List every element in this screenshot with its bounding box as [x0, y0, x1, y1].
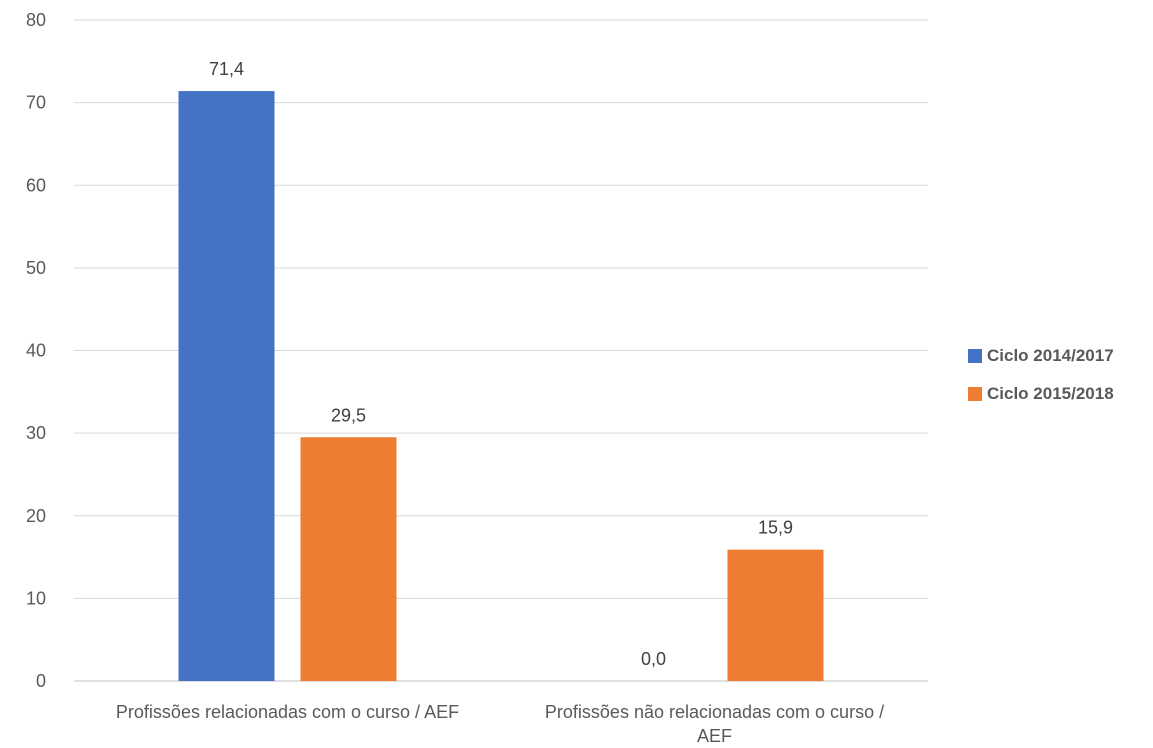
x-category-label: AEF: [697, 726, 732, 746]
legend-item-series-1: Ciclo 2014/2017: [968, 345, 1114, 367]
y-axis: 0 10 20 30 40 50 60 70 80: [26, 10, 46, 691]
bar-series-1-cat-1: [178, 91, 275, 682]
x-category-label: Profissões relacionadas com o curso / AE…: [116, 702, 459, 722]
y-tick-label: 60: [26, 175, 46, 195]
y-tick-label: 70: [26, 93, 46, 113]
y-tick-label: 50: [26, 258, 46, 278]
legend-swatch-series-2: [968, 387, 982, 401]
legend-item-series-2: Ciclo 2015/2018: [968, 383, 1114, 405]
data-label: 71,4: [209, 59, 244, 79]
x-category-label: Profissões não relacionadas com o curso …: [545, 702, 884, 722]
bars: [178, 91, 824, 682]
legend: Ciclo 2014/2017 Ciclo 2015/2018: [968, 345, 1114, 421]
y-tick-label: 30: [26, 423, 46, 443]
legend-label-series-2: Ciclo 2015/2018: [987, 384, 1114, 403]
legend-swatch-series-1: [968, 349, 982, 363]
data-label: 15,9: [758, 518, 793, 538]
y-tick-label: 40: [26, 341, 46, 361]
data-labels: 71,4 29,5 0,0 15,9: [209, 59, 793, 669]
bar-series-2-cat-2: [727, 549, 824, 681]
y-tick-label: 0: [36, 671, 46, 691]
bar-series-2-cat-1: [300, 437, 397, 681]
data-label: 29,5: [331, 405, 366, 425]
x-axis: Profissões relacionadas com o curso / AE…: [116, 702, 884, 746]
legend-label-series-1: Ciclo 2014/2017: [987, 346, 1114, 365]
y-tick-label: 20: [26, 506, 46, 526]
y-tick-label: 80: [26, 10, 46, 30]
data-label: 0,0: [641, 649, 666, 669]
y-tick-label: 10: [26, 588, 46, 608]
